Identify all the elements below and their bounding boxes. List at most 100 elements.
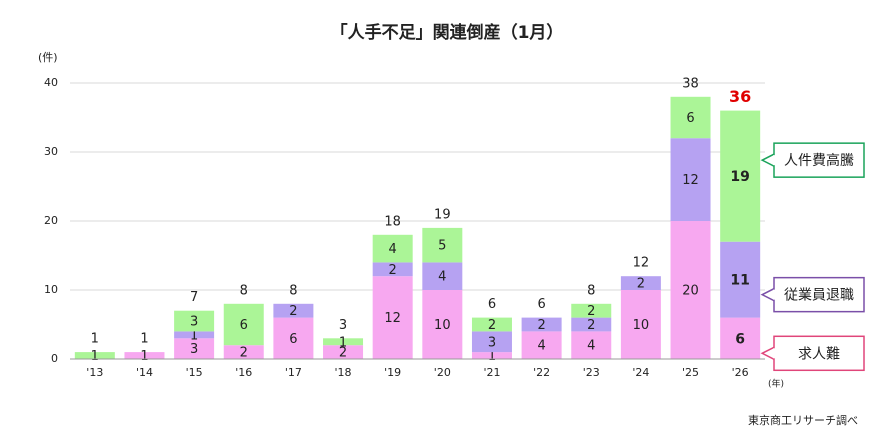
bar-segment (471, 352, 512, 359)
legend-label: 従業員退職 (784, 288, 854, 304)
total-label: 8 (587, 283, 595, 298)
legend-pointer (760, 152, 775, 168)
x-tick-label: '17 (285, 366, 302, 379)
total-label: 19 (434, 207, 451, 222)
bar-segment (670, 96, 711, 139)
bar-segment (372, 262, 413, 277)
bar-segment (571, 303, 612, 318)
data-label: 4 (587, 339, 595, 354)
legend-gap (773, 348, 776, 359)
bar-segment (174, 338, 215, 359)
legend-gap (773, 289, 776, 300)
total-label: 18 (384, 214, 401, 229)
legend-label: 求人難 (798, 346, 840, 362)
data-label: 1 (190, 328, 198, 343)
data-label: 20 (682, 284, 699, 299)
data-label: 4 (438, 270, 446, 285)
bar-segment (521, 331, 562, 359)
y-tick-label: 30 (44, 145, 58, 158)
x-unit: (年) (768, 378, 784, 390)
total-label: 8 (289, 283, 297, 298)
y-unit: (件) (38, 51, 58, 64)
bar-segment (571, 317, 612, 332)
x-tick-label: '22 (533, 366, 550, 379)
bar-segment (422, 227, 463, 263)
total-label: 7 (190, 290, 198, 305)
x-tick-label: '15 (186, 366, 203, 379)
x-tick-label: '26 (732, 366, 749, 379)
x-tick-label: '25 (682, 366, 699, 379)
data-label: 1 (339, 335, 347, 350)
data-label: 6 (240, 318, 248, 333)
x-tick-label: '14 (136, 366, 153, 379)
legend-gap (773, 155, 776, 166)
bar-segment (223, 303, 264, 346)
data-label: 3 (190, 315, 198, 330)
data-label: 1 (488, 349, 496, 364)
data-label: 12 (384, 311, 401, 326)
y-tick-label: 40 (44, 76, 58, 89)
data-label: 1 (140, 349, 148, 364)
data-label: 4 (389, 242, 397, 257)
total-label: 1 (91, 332, 99, 347)
total-label: 6 (537, 297, 545, 312)
bar-segment (620, 276, 661, 290)
bar-segment (372, 234, 413, 263)
chart-title: 「人手不足」関連倒産（1月） (331, 22, 564, 43)
bar-segment (323, 338, 364, 346)
x-tick-label: '23 (583, 366, 600, 379)
data-label: 2 (289, 304, 297, 319)
data-label: 6 (735, 331, 745, 347)
bar-segment (620, 290, 661, 359)
x-tick-label: '24 (632, 366, 649, 379)
data-label: 6 (686, 111, 694, 126)
data-label: 1 (91, 349, 99, 364)
y-tick-label: 20 (44, 214, 58, 227)
total-label: 38 (682, 76, 699, 91)
x-tick-label: '19 (384, 366, 401, 379)
data-label: 19 (730, 169, 749, 185)
bar-segment (471, 317, 512, 332)
total-label: 6 (488, 297, 496, 312)
legend-box (773, 276, 865, 313)
total-label: 3 (339, 318, 347, 333)
total-label: 8 (240, 283, 248, 298)
data-label: 2 (389, 263, 397, 278)
data-label: 4 (537, 339, 545, 354)
data-label: 2 (240, 346, 248, 361)
total-label: 1 (140, 332, 148, 347)
data-label: 2 (637, 277, 645, 292)
bar-segment (720, 241, 761, 318)
data-label: 2 (587, 304, 595, 319)
bar-segment (323, 345, 364, 359)
data-label: 12 (682, 173, 699, 188)
data-label: 5 (438, 239, 446, 254)
data-label: 2 (537, 318, 545, 333)
data-label: 2 (587, 318, 595, 333)
bar-segment (422, 290, 463, 359)
bar-segment (124, 352, 165, 359)
bar-segment (670, 221, 711, 359)
bar-segment (422, 262, 463, 290)
data-label: 6 (289, 332, 297, 347)
x-tick-label: '18 (335, 366, 352, 379)
bar-segment (670, 138, 711, 221)
bar-segment (720, 110, 761, 242)
bar-segment (273, 317, 314, 359)
bar-segment (720, 317, 761, 359)
legend-box (773, 335, 865, 372)
bar-segment (174, 331, 215, 339)
bar-segment (174, 310, 215, 332)
x-tick-label: '13 (86, 366, 103, 379)
legend-label: 人件費高騰 (784, 152, 854, 169)
bar-segment (273, 303, 314, 318)
x-tick-label: '20 (434, 366, 451, 379)
data-label: 2 (488, 318, 496, 333)
y-tick-label: 0 (51, 352, 58, 365)
legend-pointer (760, 346, 775, 361)
x-tick-label: '21 (483, 366, 500, 379)
x-tick-label: '16 (235, 366, 252, 379)
data-label: 3 (190, 342, 198, 357)
data-label: 11 (730, 273, 749, 289)
